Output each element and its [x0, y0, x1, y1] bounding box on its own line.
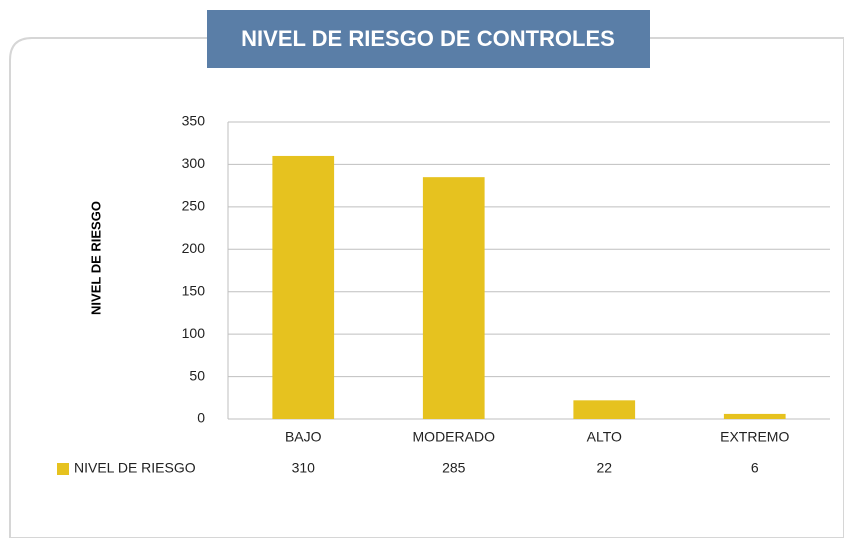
bar — [573, 400, 636, 419]
bar — [272, 155, 335, 419]
y-tick-label: 350 — [182, 113, 206, 129]
data-table-value: 22 — [596, 460, 612, 476]
y-tick-label: 150 — [182, 282, 206, 298]
x-tick-label: EXTREMO — [720, 429, 789, 445]
x-tick-label: MODERADO — [413, 429, 496, 445]
legend-label: NIVEL DE RIESGO — [74, 460, 196, 476]
y-tick-label: 300 — [182, 155, 206, 171]
x-tick-label: ALTO — [587, 429, 622, 445]
legend-swatch — [57, 463, 69, 475]
y-tick-label: 50 — [189, 367, 205, 383]
chart-title: NIVEL DE RIESGO DE CONTROLES — [241, 26, 615, 51]
y-axis-title: NIVEL DE RIESGO — [88, 201, 103, 315]
data-table-value: 285 — [442, 460, 466, 476]
data-table-value: 310 — [292, 460, 316, 476]
y-tick-label: 100 — [182, 325, 206, 341]
x-tick-label: BAJO — [285, 429, 322, 445]
y-tick-label: 250 — [182, 198, 206, 214]
title-box — [207, 10, 650, 68]
y-tick-label: 0 — [197, 410, 205, 426]
data-table-value: 6 — [751, 460, 759, 476]
bar — [422, 177, 485, 419]
bar — [723, 413, 786, 419]
y-tick-label: 200 — [182, 240, 206, 256]
